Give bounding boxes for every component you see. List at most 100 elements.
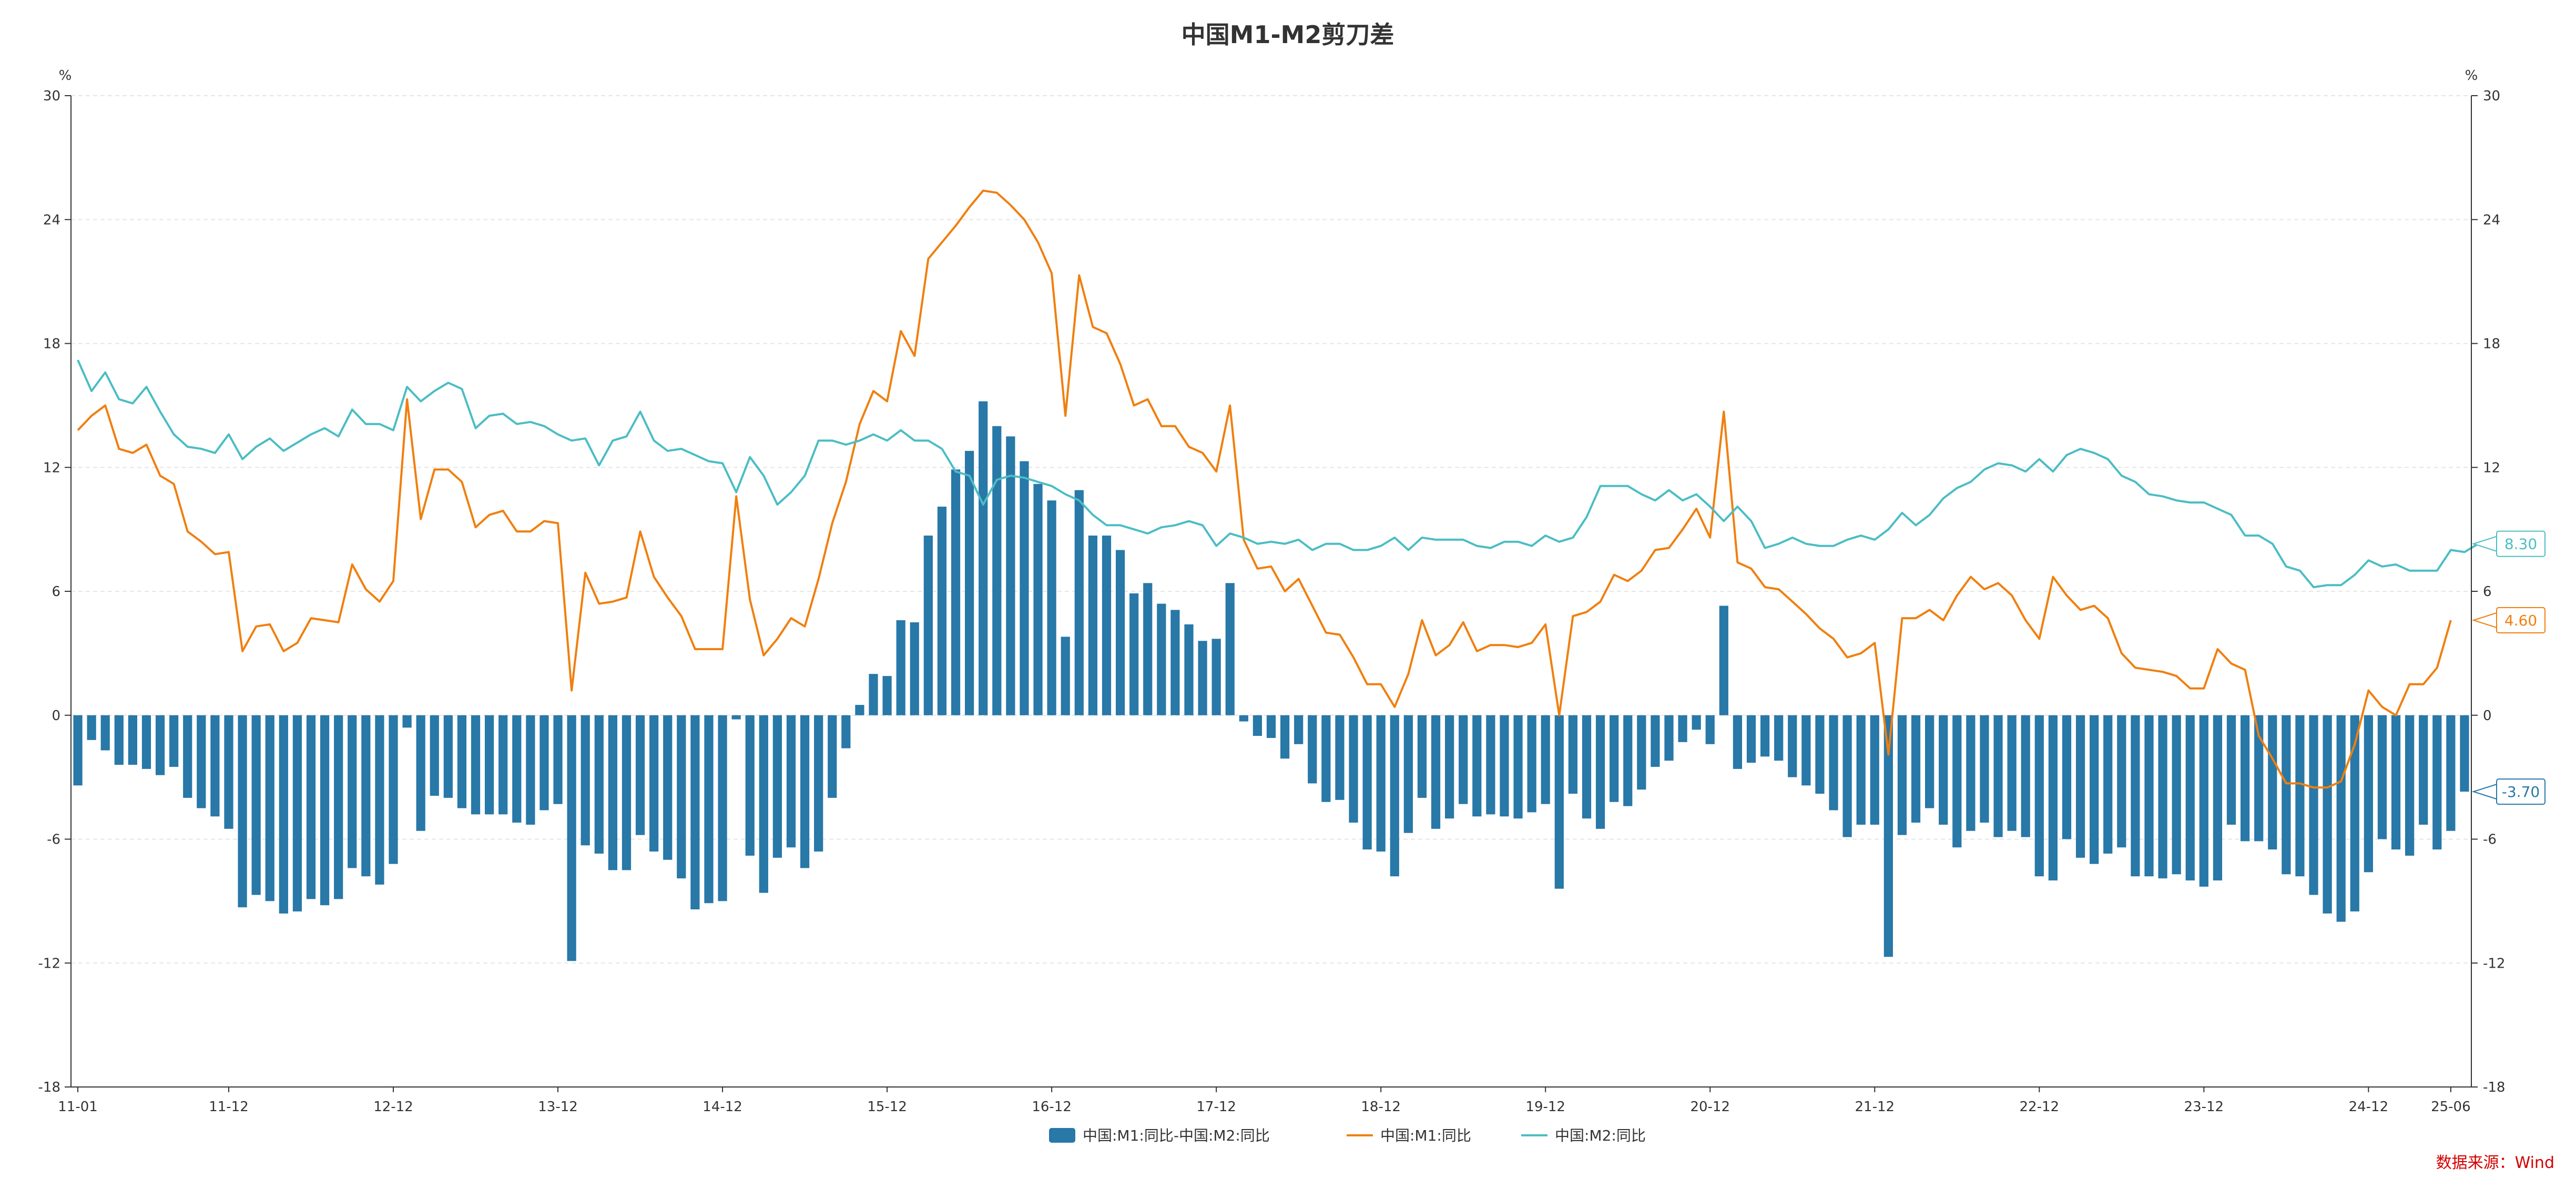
bar bbox=[704, 715, 714, 904]
bar bbox=[457, 715, 467, 808]
y-tick-label-right: 0 bbox=[2483, 708, 2492, 724]
end-labels: -3.70 4.60 8.30 bbox=[2471, 530, 2546, 805]
x-tick-label: 18-12 bbox=[1361, 1099, 1401, 1115]
x-tick-label: 16-12 bbox=[1032, 1099, 1072, 1115]
x-tick-label: 11-12 bbox=[209, 1099, 249, 1115]
bar bbox=[1308, 715, 1317, 784]
bar bbox=[608, 715, 617, 870]
bar bbox=[292, 715, 302, 912]
bar bbox=[2117, 715, 2126, 848]
bar bbox=[1610, 715, 1619, 802]
bar bbox=[2268, 715, 2277, 850]
bar bbox=[1966, 715, 1976, 831]
bar bbox=[539, 715, 549, 811]
x-tick-label: 24-12 bbox=[2349, 1099, 2389, 1115]
y-tick-label-left: -6 bbox=[47, 832, 60, 848]
bar bbox=[348, 715, 357, 868]
end-label-value: -3.70 bbox=[2502, 783, 2540, 801]
bar bbox=[1294, 715, 1304, 744]
bar bbox=[2185, 715, 2195, 881]
bar bbox=[1801, 715, 1811, 786]
bar bbox=[1143, 583, 1153, 715]
bar bbox=[1486, 715, 1495, 815]
end-label-box bbox=[2496, 607, 2546, 634]
bar bbox=[2323, 715, 2332, 914]
bar bbox=[745, 715, 755, 856]
x-tick-label: 14-12 bbox=[702, 1099, 742, 1115]
bar bbox=[965, 450, 974, 715]
bar bbox=[2172, 715, 2181, 875]
bar bbox=[759, 715, 768, 893]
bar bbox=[114, 715, 124, 765]
y-tick-label-left: 0 bbox=[52, 708, 60, 724]
bar-series bbox=[73, 401, 2469, 961]
bar bbox=[1980, 715, 1989, 823]
bar bbox=[814, 715, 823, 852]
bar bbox=[649, 715, 659, 852]
x-tick-label: 22-12 bbox=[2020, 1099, 2060, 1115]
bar bbox=[2062, 715, 2072, 839]
bar bbox=[251, 715, 261, 895]
bar bbox=[1911, 715, 1921, 823]
axes: 30 30 24 24 18 18 12 12 6 6 0 0 -6 -6 -12 -12 -18 -18 11-0… bbox=[38, 88, 2506, 1115]
bar bbox=[2309, 715, 2318, 895]
x-tick-label: 17-12 bbox=[1196, 1099, 1236, 1115]
bar bbox=[1335, 715, 1345, 800]
y-tick-label-right: -18 bbox=[2483, 1080, 2505, 1095]
bar bbox=[1061, 637, 1070, 715]
bar bbox=[635, 715, 645, 835]
bar bbox=[1102, 535, 1112, 715]
bar bbox=[1500, 715, 1509, 817]
bar bbox=[1225, 583, 1235, 715]
bar bbox=[718, 715, 727, 901]
bar bbox=[183, 715, 192, 798]
end-label-value: 4.60 bbox=[2504, 612, 2537, 629]
bar bbox=[2034, 715, 2044, 877]
bar bbox=[1746, 715, 1756, 763]
bar bbox=[1198, 641, 1207, 715]
bar bbox=[1651, 715, 1660, 767]
bar bbox=[2254, 715, 2264, 842]
bar bbox=[1459, 715, 1468, 804]
bar bbox=[2226, 715, 2236, 825]
bar bbox=[1033, 484, 1043, 715]
bar bbox=[279, 715, 288, 914]
x-tick-label: 19-12 bbox=[1525, 1099, 1565, 1115]
bar bbox=[1431, 715, 1441, 829]
end-label-box bbox=[2496, 778, 2546, 805]
bar bbox=[320, 715, 330, 906]
bar bbox=[1513, 715, 1523, 819]
bar bbox=[73, 715, 83, 786]
bar bbox=[1829, 715, 1838, 811]
bar bbox=[581, 715, 590, 846]
bar bbox=[553, 715, 563, 804]
bar bbox=[1006, 436, 1015, 715]
y-tick-label-left: -18 bbox=[38, 1080, 60, 1095]
bar bbox=[937, 506, 947, 715]
bar bbox=[1239, 715, 1248, 722]
bar bbox=[1527, 715, 1536, 813]
bar bbox=[979, 401, 988, 715]
bar bbox=[1170, 610, 1180, 715]
bar bbox=[2405, 715, 2415, 856]
bar bbox=[169, 715, 179, 767]
bar bbox=[471, 715, 481, 815]
chart-title: 中国M1-M2剪刀差 bbox=[1182, 20, 1394, 49]
bar bbox=[1390, 715, 1399, 877]
bar bbox=[910, 622, 919, 715]
bar bbox=[1472, 715, 1482, 817]
bar bbox=[498, 715, 508, 815]
bar bbox=[896, 620, 905, 715]
y-tick-label-left: 6 bbox=[52, 584, 60, 600]
end-label-value: 8.30 bbox=[2504, 536, 2537, 553]
bar bbox=[1692, 715, 1701, 730]
bar bbox=[800, 715, 810, 868]
bar bbox=[2391, 715, 2401, 850]
legend-label: 中国:M2:同比 bbox=[1555, 1127, 1646, 1144]
bar bbox=[2282, 715, 2291, 875]
bar bbox=[2446, 715, 2456, 831]
bar bbox=[1554, 715, 1564, 889]
bar bbox=[1129, 593, 1139, 715]
